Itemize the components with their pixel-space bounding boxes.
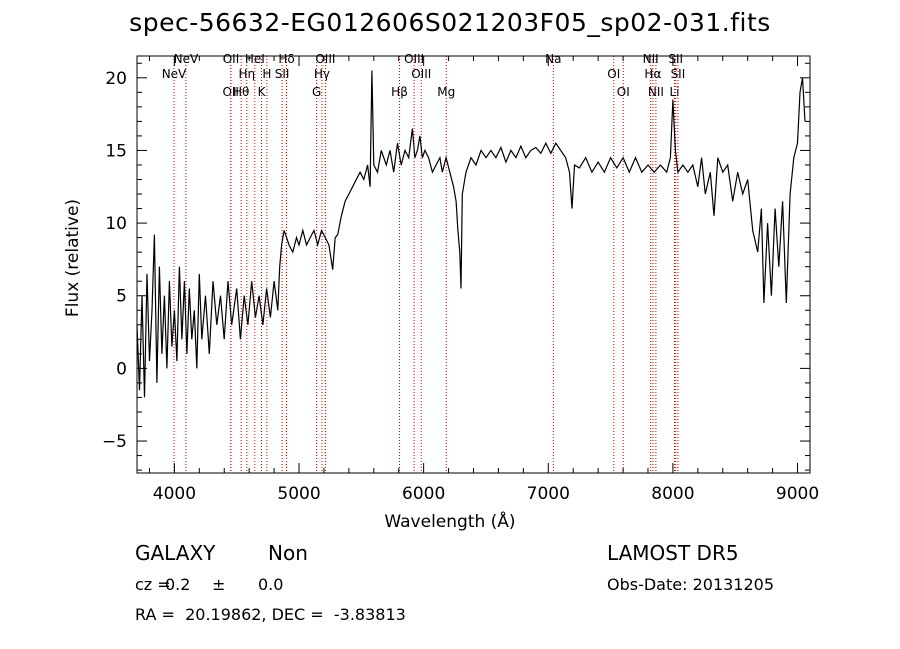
spectral-line-label: NeV: [174, 52, 199, 66]
spectral-line-label: Mg: [437, 85, 455, 99]
spectral-line-label: OI: [617, 85, 630, 99]
cz-error: 0.0: [258, 575, 284, 594]
spectral-line-label: NII: [648, 85, 664, 99]
spectral-line-label: OIII: [411, 67, 431, 81]
spectrum-line: [136, 70, 806, 398]
y-axis-label: Flux (relative): [63, 198, 83, 318]
spectral-line-label: HeI: [245, 52, 265, 66]
object-subclass: Non: [268, 541, 308, 565]
spectral-line-label: OIII: [315, 52, 335, 66]
spectral-line-label: Hδ: [278, 52, 294, 66]
spectral-line-label: H: [262, 67, 271, 81]
spectral-line-label: Hη: [238, 67, 255, 81]
survey-name: LAMOST DR5: [607, 541, 739, 565]
spectral-line-label: Hα: [644, 67, 661, 81]
spectral-line-label: G: [312, 85, 321, 99]
plot-axes: 4000 5000 6000 7000 8000 9000 −5 0 5 10 15 20: [102, 55, 819, 504]
object-type: GALAXY: [135, 541, 216, 565]
x-tick-label: 9000: [776, 484, 819, 504]
spectral-line-label: SII: [671, 67, 686, 81]
plot-frame: [136, 55, 811, 474]
spectral-lines: [173, 56, 679, 473]
y-tick-label: 20: [105, 69, 127, 89]
y-tick-label: −5: [102, 432, 127, 452]
spectral-line-label: Na: [545, 52, 561, 66]
spectral-line-label: OII: [223, 52, 240, 66]
y-tick-label: 5: [116, 287, 127, 307]
x-tick-label: 5000: [277, 484, 320, 504]
spectral-line-label: SII: [275, 67, 290, 81]
spectral-line-label: K: [258, 85, 267, 99]
y-tick-label: 15: [105, 141, 127, 161]
spectral-line-label: OI: [607, 67, 620, 81]
spectral-line-label: NII: [643, 52, 659, 66]
y-tick-label: 0: [116, 359, 127, 379]
x-tick-label: 6000: [402, 484, 445, 504]
x-axis-label: Wavelength (Å): [384, 512, 516, 532]
spectrum-series: [136, 70, 806, 398]
chart-title: spec-56632-EG012606S021203F05_sp02-031.f…: [129, 8, 771, 37]
cz-plus-minus: ±: [212, 575, 226, 594]
spectral-line-label: Hθ: [233, 85, 249, 99]
spectral-line-label: Hβ: [391, 85, 408, 99]
x-tick-label: 8000: [651, 484, 694, 504]
y-tick-label: 10: [105, 214, 127, 234]
spectral-line-label: Hγ: [314, 67, 330, 81]
cz-label: cz =: [135, 575, 171, 594]
spectral-line-label: OII: [222, 85, 239, 99]
x-tick-label: 7000: [527, 484, 570, 504]
ra-dec-coordinates: RA = 20.19862, DEC = -3.83813: [135, 605, 406, 624]
x-tick-label: 4000: [153, 484, 196, 504]
cz-value: 0.2: [165, 575, 191, 594]
spectral-line-label: OIII: [404, 52, 424, 66]
line-labels: NeVNeVOIIOIIHηHθHeIHKHδSIIGOIIIHγHβOIIIO…: [162, 52, 686, 99]
observation-date: Obs-Date: 20131205: [607, 575, 775, 594]
spectral-line-label: NeV: [162, 67, 187, 81]
spectral-line-label: SII: [668, 52, 683, 66]
spectral-line-label: Li: [669, 85, 679, 99]
